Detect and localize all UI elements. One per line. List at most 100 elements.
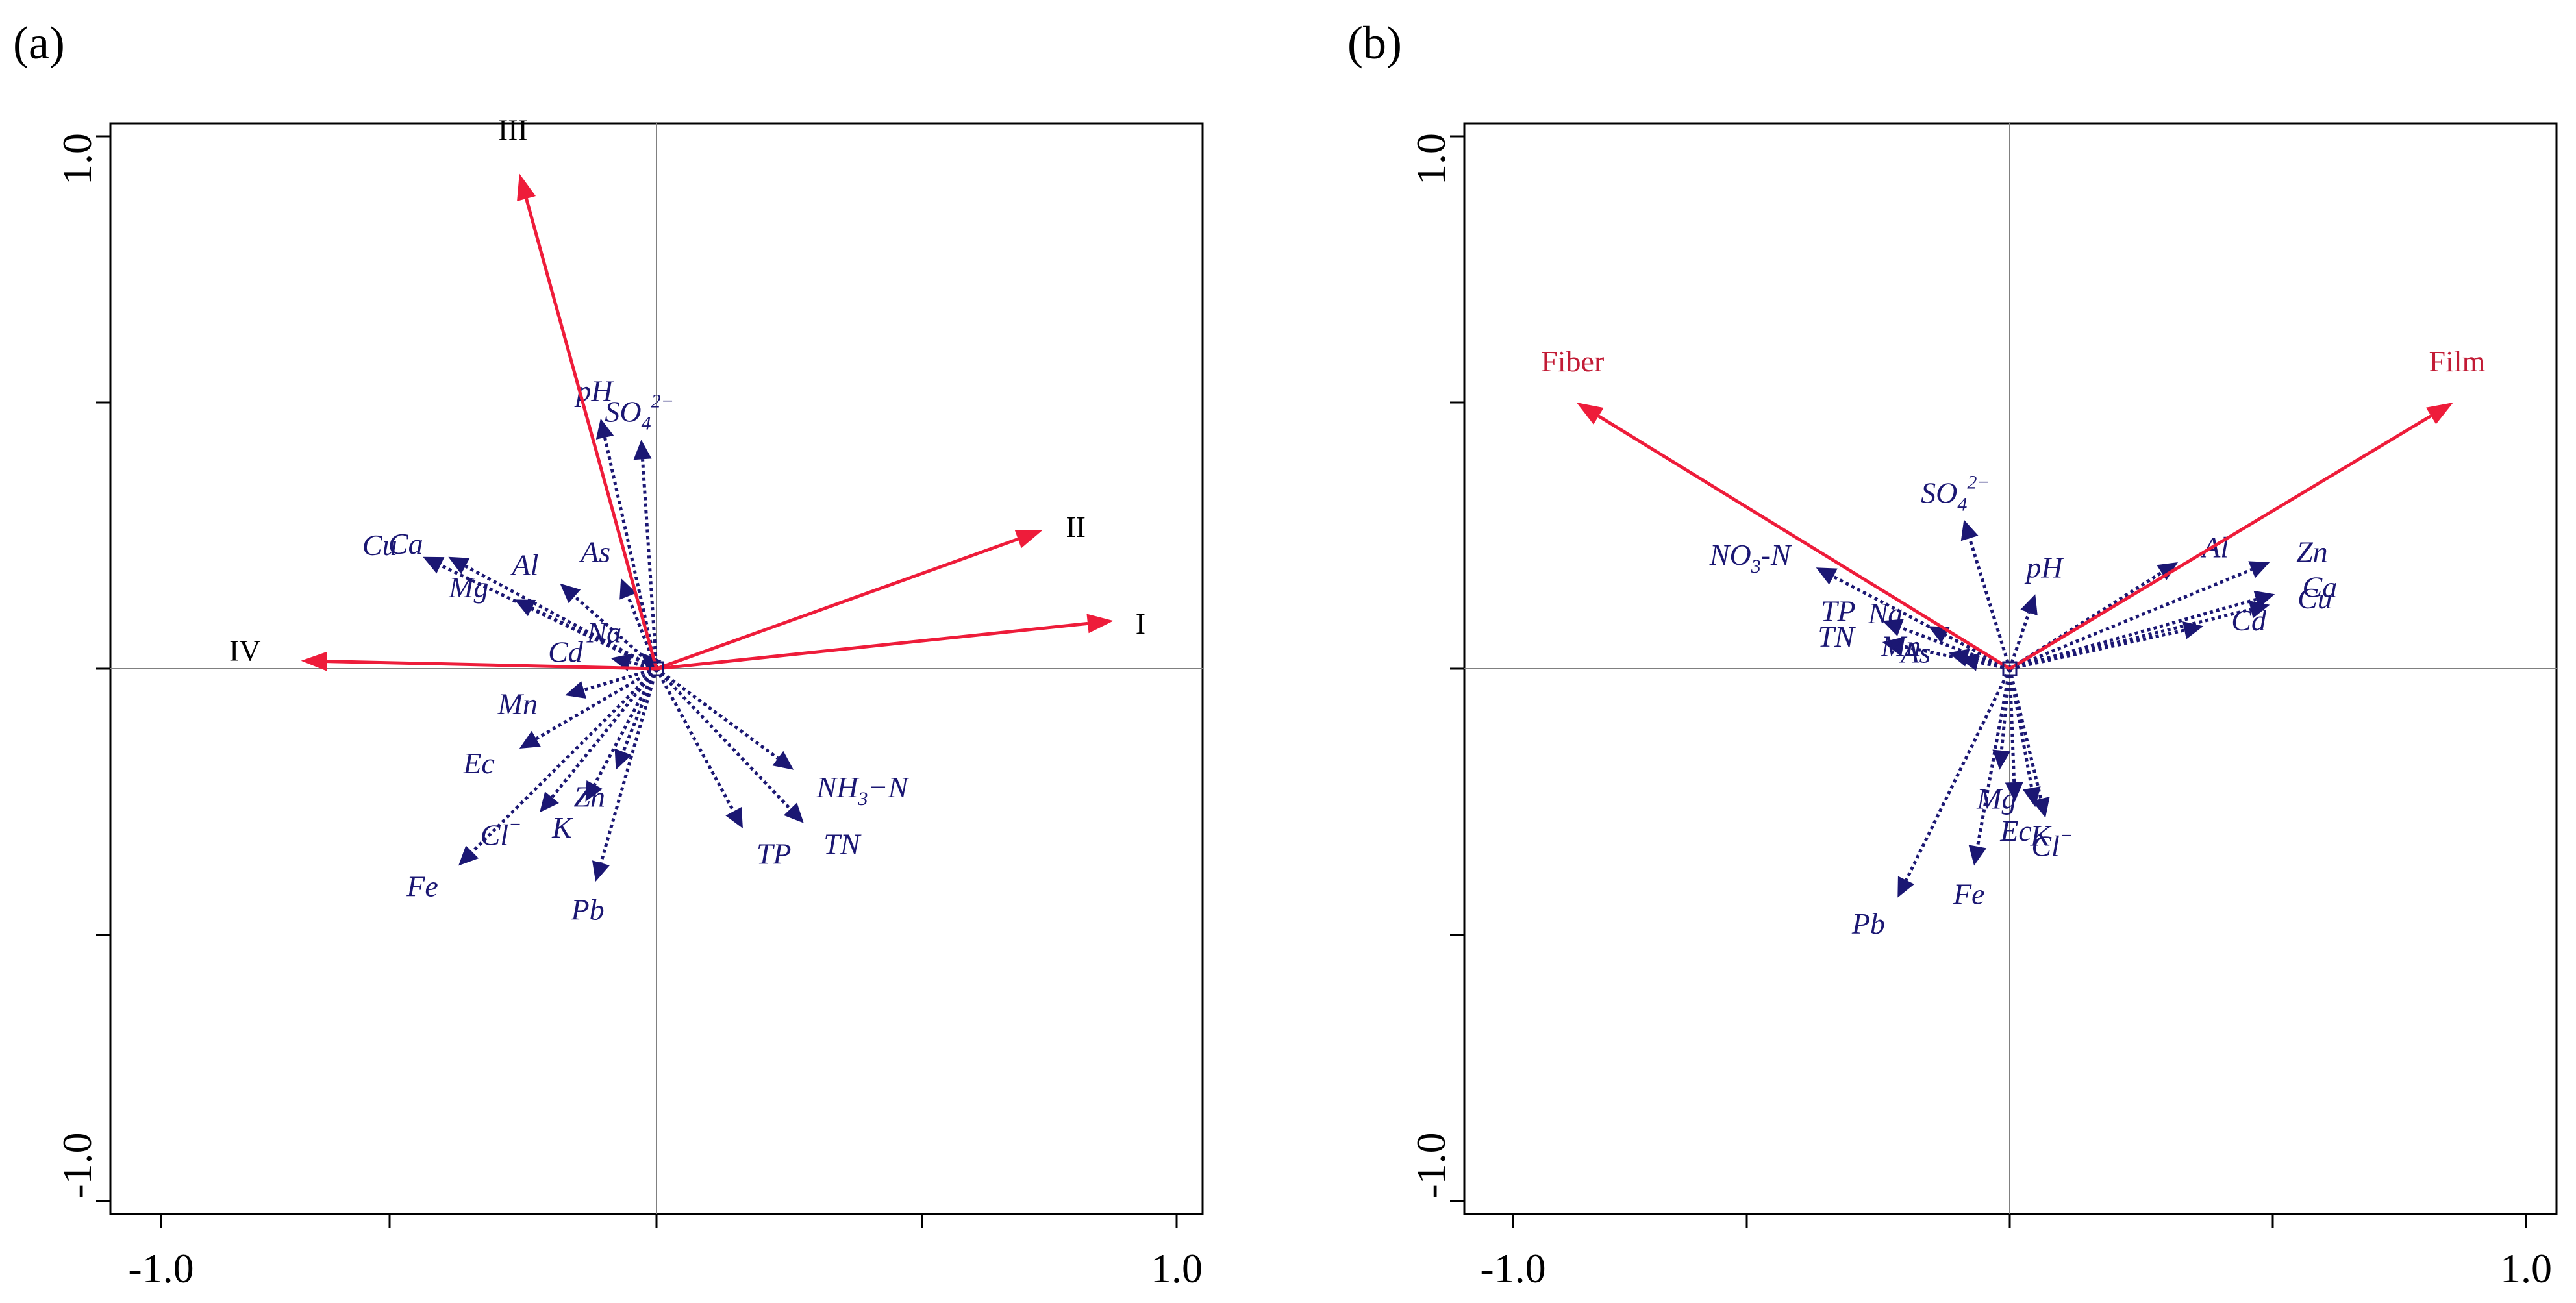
response-vector-k-line (593, 667, 658, 786)
response-vector-zn-line (2009, 568, 2253, 671)
response-vector-mg-label: Mg (448, 571, 488, 604)
env-vector-iv-arrowhead (301, 651, 327, 671)
response-vector-al-arrowhead (2157, 562, 2179, 580)
panel-a-x-tick-min: -1.0 (128, 1245, 194, 1291)
response-vector-ph-line (603, 437, 658, 669)
response-vector-so4-label: SO42− (1921, 471, 1990, 515)
response-vector-k-arrowhead (2023, 786, 2041, 808)
response-vector-k-arrowhead (585, 780, 603, 802)
response-vector-fe-line (1975, 668, 2012, 847)
response-vector-cd-line (2009, 628, 2185, 671)
response-vector-tn-arrowhead (1882, 637, 1903, 655)
response-vector-fe-label: Fe (406, 869, 438, 902)
response-vector-al-line (573, 595, 658, 670)
panel-b-label: (b) (1347, 17, 1402, 69)
response-vector-tn-label: TN (1818, 620, 1856, 653)
env-vector-film-line (2008, 414, 2432, 671)
response-vector-fe-label: Fe (1953, 878, 1985, 911)
response-vector-fe-arrowhead (1968, 845, 1987, 866)
response-vector-nh3-arrowhead (772, 751, 794, 770)
env-vector-i-arrowhead (1086, 614, 1114, 634)
env-vector-iv-line (327, 660, 657, 671)
response-vector-ec-line (2008, 668, 2016, 783)
panel-a-label: (a) (13, 17, 65, 69)
env-vector-iii-arrowhead (517, 173, 536, 201)
response-vector-so4-line (641, 459, 658, 669)
panel-b-ticks (1450, 135, 2527, 1228)
env-vector-ii-arrowhead (1014, 530, 1043, 549)
response-vector-as-label: As (1899, 636, 1931, 669)
response-vector-cd-label: Cd (2231, 604, 2267, 637)
response-vector-ca-label: Ca (388, 527, 423, 560)
response-vector-ph-arrowhead (2020, 594, 2038, 616)
response-vector-cu-label: Cu (362, 528, 397, 562)
env-vector-fiber-arrowhead (1576, 403, 1604, 425)
response-vector-ca-line (2009, 597, 2257, 671)
response-vector-mg-arrowhead (1992, 749, 2011, 770)
response-vector-tn-line (655, 667, 792, 810)
response-vector-tn-label: TN (823, 828, 862, 861)
response-vector-cl-arrowhead (540, 791, 559, 813)
response-vector-cd-label: Cd (548, 636, 584, 669)
response-vector-zn-label: Zn (2296, 535, 2328, 568)
env-vector-fiber-label: Fiber (1541, 345, 1604, 378)
response-vector-as-arrowhead (1958, 653, 1980, 671)
response-vector-ec-arrowhead (2005, 782, 2023, 802)
response-vector-pb-label: Pb (1851, 907, 1885, 940)
response-vector-ca-label: Ca (2303, 570, 2338, 603)
response-vector-tp-label: TP (757, 838, 792, 871)
response-vector-na-label: Na (586, 616, 621, 649)
panel-a-vectors: pHSO42−CuCaAlAsMgNaCdMnEcZnCl−KFePbTPTNN… (229, 113, 1145, 926)
response-vector-pb-line (1905, 667, 2012, 881)
env-vector-fiber-line (1597, 414, 2011, 671)
response-vector-k-line (2008, 668, 2034, 789)
panel-b-y-tick-min: -1.0 (1408, 1132, 1454, 1198)
response-vector-pb-arrowhead (1897, 876, 1915, 898)
origin-marker (649, 661, 664, 676)
env-vector-film-arrowhead (2425, 403, 2453, 425)
panel-a-ticks (96, 135, 1178, 1228)
env-vector-iii-label: III (498, 113, 528, 146)
response-vector-mg-arrowhead (514, 599, 536, 617)
response-vector-al-line (2008, 571, 2163, 671)
response-vector-fe-line (471, 667, 658, 854)
env-vector-film-label: Film (2429, 345, 2485, 378)
response-vector-pb-label: Pb (571, 893, 605, 926)
response-vector-no3-label: NO3-N (1709, 538, 1792, 577)
response-vector-cd-arrowhead (2182, 621, 2204, 639)
response-vector-al-arrowhead (560, 583, 581, 604)
response-vector-zn-arrowhead (614, 748, 632, 770)
panel-b-x-tick-max: 1.0 (2500, 1245, 2552, 1291)
response-vector-nh3-line (655, 667, 779, 760)
response-vector-cl-label: Cl− (481, 814, 522, 852)
response-vector-tn-arrowhead (783, 802, 804, 823)
response-vector-tp-line (655, 667, 735, 812)
env-vector-ii-label: II (1066, 510, 1086, 543)
response-vector-cu-arrowhead (2248, 601, 2270, 619)
response-vector-so4-arrowhead (633, 440, 652, 460)
response-vector-ec-label: Ec (462, 747, 495, 780)
response-vector-cu-arrowhead (423, 556, 445, 574)
response-vector-ec-label: Ec (1999, 814, 2032, 847)
response-vector-tp-arrowhead (1882, 619, 1904, 636)
response-vector-fe-arrowhead (458, 845, 479, 866)
response-vector-so4-label: SO42− (605, 390, 673, 434)
env-vector-iii-line (525, 198, 658, 669)
response-vector-tp-label: TP (1821, 595, 1856, 628)
panel-b-y-tick-max: 1.0 (1408, 133, 1454, 185)
env-vector-ii-line (656, 537, 1019, 671)
panel-b-x-tick-min: -1.0 (1480, 1245, 1545, 1291)
response-vector-pb-line (599, 668, 658, 863)
response-vector-so4-arrowhead (1960, 519, 1979, 541)
env-vector-iv-label: IV (229, 634, 261, 667)
response-vector-cl-line (551, 667, 658, 799)
response-vector-mn-label: Mn (1881, 629, 1921, 662)
response-vector-as-line (1977, 660, 2010, 671)
response-vector-k-label: K (2030, 819, 2052, 852)
response-vector-na-line (1944, 634, 2011, 671)
response-vector-ca-arrowhead (448, 556, 470, 575)
